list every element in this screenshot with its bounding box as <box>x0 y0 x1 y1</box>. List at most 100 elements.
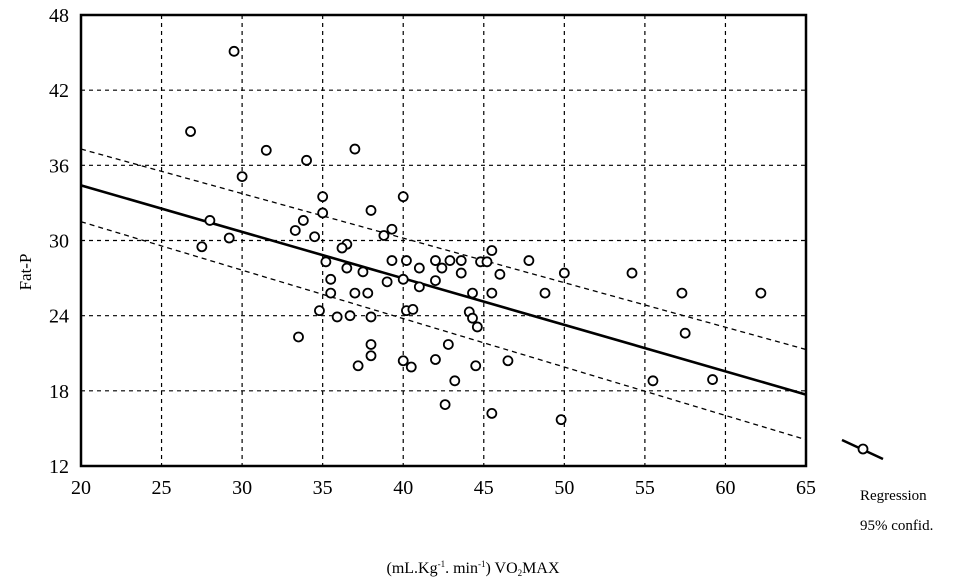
x-tick-labels: 20 25 30 35 40 45 50 55 60 65 <box>71 477 816 499</box>
data-point <box>331 311 343 323</box>
data-point <box>386 223 398 235</box>
data-point <box>314 305 325 317</box>
data-point <box>365 205 377 216</box>
y-tick-label: 24 <box>49 306 69 328</box>
data-point <box>325 287 337 299</box>
data-point <box>430 275 441 286</box>
data-point <box>185 126 196 137</box>
confidence-lower-line <box>80 221 807 441</box>
data-point <box>455 267 467 279</box>
data-point <box>413 262 425 274</box>
data-point <box>341 262 353 274</box>
x-tick-label: 40 <box>393 477 413 499</box>
data-point <box>436 262 448 274</box>
data-point <box>470 360 482 372</box>
data-point <box>647 375 659 387</box>
data-point <box>486 245 498 256</box>
grid-lines <box>81 15 806 466</box>
legend-regression-label: Regression <box>860 488 927 504</box>
data-point <box>397 273 409 285</box>
data-point <box>676 287 688 299</box>
data-point <box>413 281 425 293</box>
plot-frame <box>79 13 808 468</box>
data-point <box>223 232 235 244</box>
data-point <box>365 350 377 362</box>
data-point <box>352 360 364 372</box>
data-point <box>523 255 535 266</box>
data-point <box>378 230 390 241</box>
data-point <box>439 399 451 411</box>
y-tick-label: 12 <box>49 456 69 478</box>
x-tick-label: 50 <box>554 477 574 499</box>
data-point <box>430 255 441 266</box>
x-tick-label: 30 <box>232 477 252 499</box>
data-point <box>558 267 570 279</box>
data-point <box>755 287 767 299</box>
data-point <box>626 267 638 279</box>
data-point <box>362 287 374 299</box>
data-point <box>325 273 337 285</box>
data-point <box>444 255 456 266</box>
data-point <box>467 287 478 299</box>
data-point <box>397 191 409 203</box>
data-point <box>502 355 514 367</box>
regression-line <box>80 184 807 396</box>
data-point <box>365 339 377 350</box>
data-point <box>320 256 332 268</box>
x-tick-label: 45 <box>474 477 494 499</box>
data-point <box>260 144 272 156</box>
data-point <box>293 331 304 343</box>
data-point <box>349 287 361 299</box>
data-point <box>309 231 321 243</box>
y-tick-labels: 12 18 24 30 36 42 48 <box>49 5 69 478</box>
data-point <box>381 276 393 288</box>
data-point <box>336 242 348 254</box>
data-point <box>407 304 419 315</box>
data-point <box>297 215 309 226</box>
y-tick-label: 48 <box>49 5 69 27</box>
x-tick-label: 65 <box>796 477 816 499</box>
data-point <box>449 375 461 387</box>
data-point <box>707 374 718 385</box>
data-point <box>467 312 478 324</box>
data-point <box>401 255 412 266</box>
data-point <box>494 268 506 280</box>
data-point <box>204 215 216 226</box>
x-axis-label: (mL.Kg-1. min-1) VO2MAX <box>387 559 560 578</box>
regression-lines <box>80 148 807 441</box>
data-point <box>405 361 417 373</box>
legend-confidence-label: 95% confid. <box>860 518 933 534</box>
y-tick-label: 30 <box>49 231 69 253</box>
data-point <box>386 255 398 266</box>
data-point <box>481 256 493 268</box>
data-point <box>289 225 301 236</box>
y-tick-label: 18 <box>49 381 69 403</box>
x-tick-label: 25 <box>152 477 172 499</box>
data-point <box>486 407 498 419</box>
data-point <box>471 321 483 333</box>
data-point <box>349 143 361 155</box>
y-axis-label: Fat-P <box>16 254 35 291</box>
data-point <box>236 171 248 183</box>
x-tick-label: 35 <box>313 477 333 499</box>
y-tick-label: 36 <box>49 155 69 177</box>
y-tick-label: 42 <box>49 80 69 102</box>
data-point <box>442 339 454 350</box>
x-tick-label: 20 <box>71 477 91 499</box>
legend: Regression 95% confid. <box>841 438 933 534</box>
legend-marker-symbol <box>857 443 869 455</box>
data-points <box>185 45 767 426</box>
data-point <box>555 414 567 426</box>
data-point <box>317 191 329 203</box>
data-point <box>317 207 329 219</box>
data-point <box>397 355 409 367</box>
data-point <box>196 241 208 253</box>
confidence-upper-line <box>80 148 807 351</box>
data-point <box>430 354 441 365</box>
x-tick-label: 60 <box>715 477 735 499</box>
x-tick-label: 55 <box>635 477 655 499</box>
data-point <box>679 327 691 339</box>
data-point <box>539 287 551 299</box>
data-point <box>455 255 467 266</box>
